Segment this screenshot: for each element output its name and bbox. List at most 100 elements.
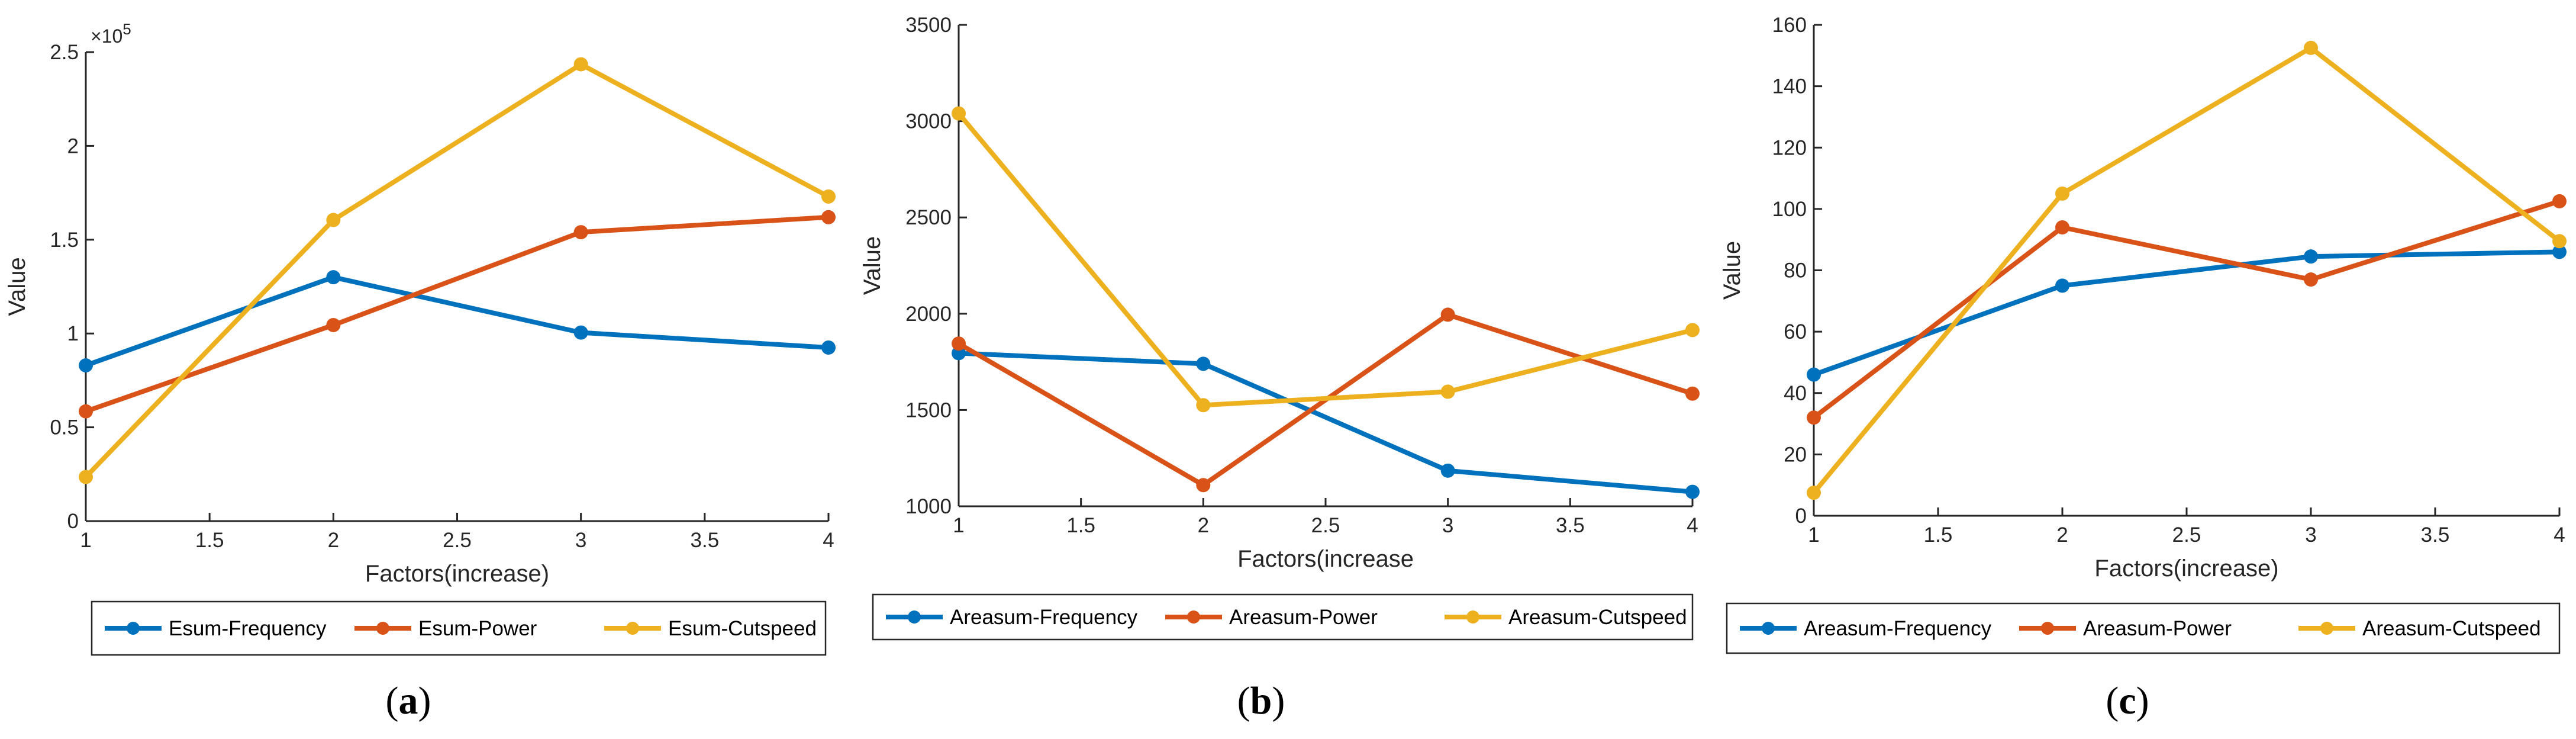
x-axis-title: Factors(increase)	[365, 561, 549, 587]
y-tick-label: 120	[1772, 136, 1807, 159]
data-point	[952, 106, 966, 121]
legend-label: Esum-Cutspeed	[668, 617, 817, 640]
legend-label: Areasum-Power	[2083, 617, 2232, 640]
data-point	[2055, 186, 2069, 201]
x-tick-label: 3.5	[2421, 523, 2450, 547]
legend: Areasum-Frequency Areasum-Power Areasum-Cu…	[872, 593, 1694, 641]
x-tick-label: 2	[328, 529, 339, 552]
legend-label: Areasum-Cutspeed	[1508, 606, 1687, 629]
data-point	[1807, 486, 1821, 500]
series-areasum-cutspeed	[952, 106, 1700, 413]
data-point	[1196, 478, 1211, 493]
legend-box	[1726, 602, 2561, 654]
x-tick-label: 1	[80, 529, 91, 552]
y-axis-title: Value	[1719, 241, 1745, 300]
x-tick-label: 1	[953, 514, 964, 537]
data-point	[2304, 40, 2318, 55]
legend-item[interactable]: Areasum-Frequency	[886, 606, 1138, 629]
series-areasum-frequency	[952, 346, 1700, 499]
y-tick-label: 20	[1784, 443, 1807, 466]
x-tick-label: 4	[823, 529, 834, 552]
panel-label: (a)	[386, 679, 431, 722]
data-point	[821, 210, 836, 224]
data-point	[2552, 194, 2567, 208]
y-axis-title: Value	[4, 257, 30, 316]
series-esum-power	[79, 210, 836, 419]
legend-swatch-marker	[2041, 622, 2054, 635]
data-point	[573, 225, 588, 240]
y-tick-label: 0.5	[50, 416, 79, 439]
data-point	[79, 358, 93, 373]
legend-item[interactable]: Areasum-Power	[2019, 617, 2232, 640]
legend-swatch-marker	[1187, 611, 1200, 624]
x-tick-label: 2	[1198, 514, 1209, 537]
series-line	[85, 214, 829, 414]
x-tick-label: 1	[1808, 523, 1819, 547]
data-point	[326, 270, 341, 285]
series-line	[1811, 45, 2561, 494]
data-point	[2055, 220, 2069, 234]
data-point	[1440, 384, 1455, 399]
y-tick-label: 160	[1772, 14, 1807, 37]
series-line	[956, 112, 1693, 408]
legend-swatch-marker	[127, 622, 140, 635]
data-point	[821, 189, 836, 204]
y-tick-label: 0	[1795, 505, 1807, 528]
legend-item[interactable]: Areasum-Power	[1165, 606, 1378, 629]
x-tick-label: 4	[1687, 514, 1698, 537]
y-tick-label: 2.5	[50, 41, 79, 64]
data-point	[1685, 323, 1700, 338]
legend-swatch-marker	[376, 622, 389, 635]
data-point	[2055, 278, 2069, 293]
data-point	[79, 470, 93, 484]
legend-label: Esum-Frequency	[169, 617, 327, 640]
series-line	[1812, 199, 2561, 420]
chart-panel-a: 0 0.5 1 1.5 2 2.5 1 1.5 2 2.5 3 3.5 4 ×105 Factors(inc…	[4, 20, 836, 722]
x-tick-label: 4	[2554, 523, 2565, 547]
data-point	[1440, 307, 1455, 322]
data-point	[573, 325, 588, 340]
legend: Areasum-Frequency Areasum-Power Areasum-Cu…	[1726, 602, 2561, 654]
y-tick-label: 80	[1784, 259, 1807, 282]
y-tick-label: 60	[1784, 320, 1807, 343]
x-tick-label: 2.5	[1311, 514, 1340, 537]
y-tick-label: 1.5	[50, 229, 79, 252]
legend-item[interactable]: Esum-Power	[354, 617, 537, 640]
panel-label: (b)	[1237, 679, 1285, 722]
y-tick-label: 2000	[905, 303, 952, 326]
data-point	[1196, 398, 1211, 413]
legend-item[interactable]: Areasum-Cutspeed	[2298, 617, 2541, 640]
legend-label: Areasum-Frequency	[1804, 617, 1992, 640]
legend-box	[91, 600, 827, 656]
legend-swatch-marker	[626, 622, 639, 635]
x-tick-label: 3	[1442, 514, 1453, 537]
series-line	[85, 275, 829, 368]
y-tick-label: 1500	[905, 399, 952, 422]
legend-label: Areasum-Power	[1229, 606, 1378, 629]
x-tick-label: 2	[2056, 523, 2068, 547]
legend-label: Areasum-Frequency	[950, 606, 1138, 629]
y-tick-label: 0	[67, 510, 79, 533]
x-tick-label: 3	[2305, 523, 2316, 547]
data-point	[1807, 367, 1821, 382]
series-line	[1813, 249, 2560, 377]
legend-item[interactable]: Esum-Cutspeed	[604, 617, 817, 640]
data-point	[1196, 356, 1211, 371]
series-esum-cutspeed	[79, 57, 836, 484]
x-axis-title: Factors(increase	[1237, 546, 1414, 572]
y-tick-label: 3000	[905, 110, 952, 133]
data-point	[2304, 272, 2318, 287]
series-esum-frequency	[79, 270, 836, 373]
panel-label: (c)	[2106, 679, 2149, 722]
data-point	[2304, 249, 2318, 264]
series-areasum-cutspeed	[1807, 40, 2567, 500]
legend-item[interactable]: Areasum-Cutspeed	[1445, 606, 1687, 629]
x-tick-label: 1.5	[1066, 514, 1095, 537]
legend-item[interactable]: Areasum-Frequency	[1740, 617, 1992, 640]
legend-item[interactable]: Esum-Frequency	[105, 617, 327, 640]
x-tick-label: 1.5	[1924, 523, 1953, 547]
x-tick-label: 2.5	[443, 529, 472, 552]
data-point	[1685, 386, 1700, 401]
data-point	[1685, 484, 1700, 499]
